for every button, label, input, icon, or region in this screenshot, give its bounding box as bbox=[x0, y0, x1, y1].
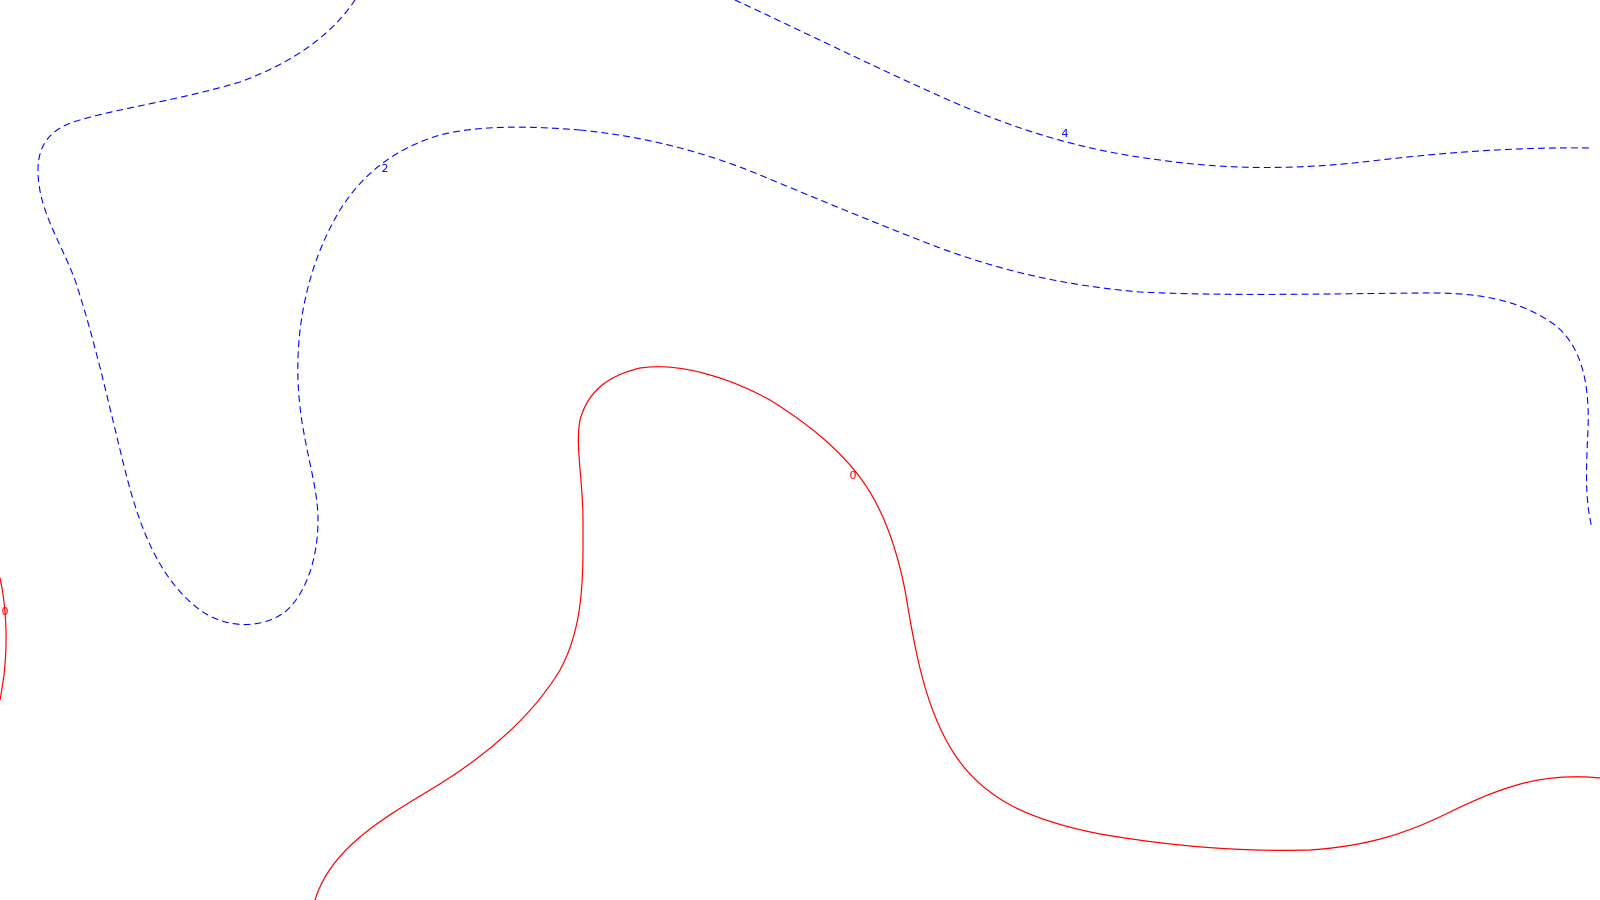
contour-label-0-edge: 0 bbox=[2, 605, 9, 618]
contour-line-2-left bbox=[37, 0, 581, 626]
contour-line-0 bbox=[314, 366, 1600, 900]
contour-label-4: 4 bbox=[1062, 127, 1069, 140]
contour-label-0-main: 0 bbox=[850, 469, 857, 482]
contour-label-2: 2 bbox=[382, 162, 389, 175]
contour-line-0-edge bbox=[0, 577, 7, 701]
contour-line-4 bbox=[734, 0, 1591, 169]
contour-line-2 bbox=[579, 129, 1593, 529]
